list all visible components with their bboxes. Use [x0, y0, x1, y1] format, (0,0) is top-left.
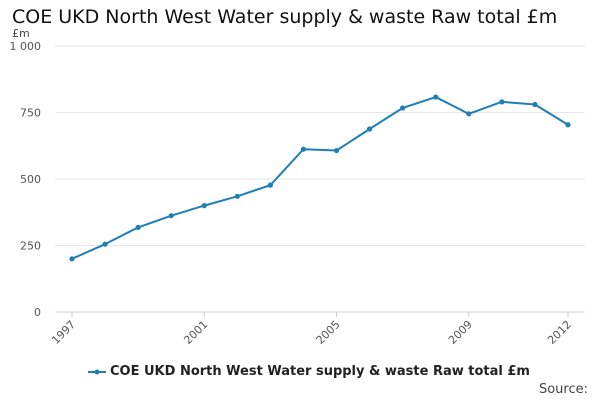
y-tick-label: 750 [20, 107, 41, 120]
data-point[interactable] [300, 146, 307, 152]
data-point[interactable] [499, 99, 505, 105]
y-tick-label: 1 000 [10, 40, 42, 53]
source-link[interactable]: Source: [538, 382, 588, 397]
x-tick-label: 2009 [446, 318, 475, 347]
legend-label: COE UKD North West Water supply & waste … [110, 364, 530, 379]
data-point[interactable] [69, 256, 75, 262]
data-point[interactable] [532, 101, 538, 108]
x-tick-label: 2005 [314, 318, 343, 347]
x-tick-label: 2001 [181, 318, 210, 347]
y-tick-label: 0 [34, 306, 41, 319]
data-point[interactable] [234, 193, 240, 199]
chart-title: COE UKD North West Water supply & waste … [12, 6, 558, 28]
data-point[interactable] [333, 147, 340, 154]
gridlines [55, 45, 585, 313]
x-tick-label: 2012 [545, 318, 574, 347]
legend: COE UKD North West Water supply & waste … [88, 364, 530, 379]
y-tick-label: 250 [20, 240, 41, 253]
legend-swatch-icon [88, 369, 106, 374]
data-point[interactable] [201, 203, 207, 209]
series-layer [69, 94, 571, 262]
data-point[interactable] [466, 111, 472, 117]
axes: 0 250 500 750 1 000 1997 2001 2005 2009 2012 [10, 40, 575, 347]
data-point[interactable] [135, 224, 141, 231]
y-axis-unit-label: £m [12, 27, 30, 40]
series-line [71, 96, 569, 260]
data-point[interactable] [267, 182, 273, 188]
data-point[interactable] [433, 94, 439, 100]
data-point[interactable] [102, 241, 108, 247]
data-point[interactable] [367, 126, 373, 132]
x-tick-label: 1997 [49, 318, 78, 347]
data-point[interactable] [400, 105, 406, 111]
y-tick-label: 500 [20, 173, 41, 186]
data-point[interactable] [565, 122, 571, 128]
data-point[interactable] [168, 213, 174, 219]
